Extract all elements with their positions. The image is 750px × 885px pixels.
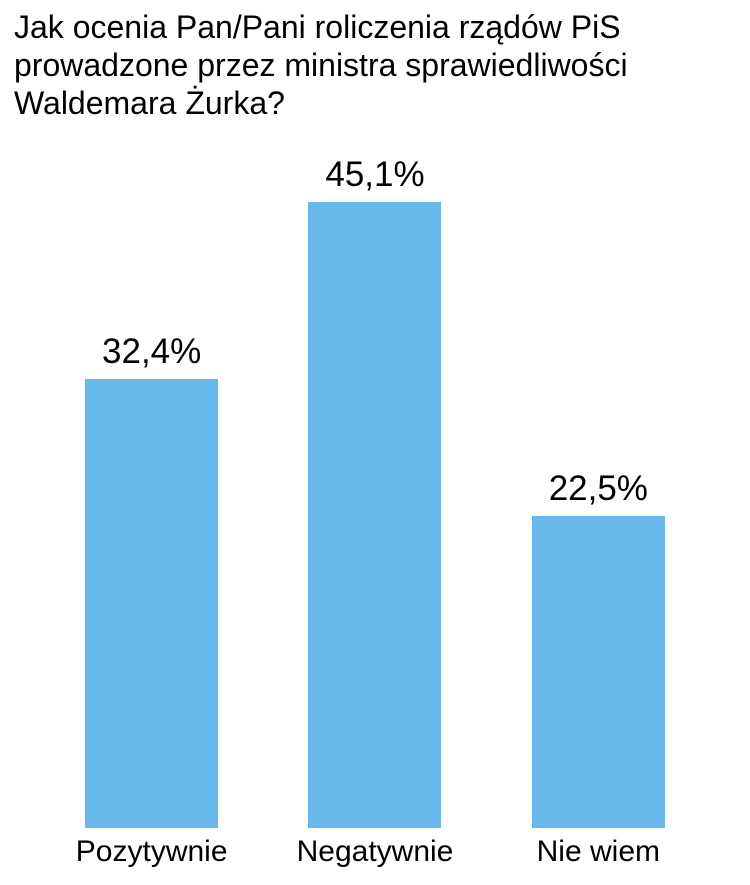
bar-group-nie-wiem: 22,5% bbox=[487, 469, 710, 828]
category-labels-row: Pozytywnie Negatywnie Nie wiem bbox=[40, 834, 710, 870]
category-label-negatywnie: Negatywnie bbox=[296, 835, 454, 868]
bar-negatywnie bbox=[308, 202, 442, 828]
value-label-negatywnie: 45,1% bbox=[325, 155, 425, 194]
bars-row: 32,4% 45,1% 22,5% bbox=[40, 155, 710, 828]
bar-pozytywnie bbox=[85, 379, 219, 828]
chart-title: Jak ocenia Pan/Pani roliczenia rządów Pi… bbox=[14, 9, 628, 121]
category-label-nie-wiem: Nie wiem bbox=[536, 835, 660, 868]
bar-group-pozytywnie: 32,4% bbox=[40, 332, 263, 828]
value-label-pozytywnie: 32,4% bbox=[102, 332, 202, 371]
value-label-nie-wiem: 22,5% bbox=[548, 469, 648, 508]
category-label-pozytywnie: Pozytywnie bbox=[75, 835, 228, 868]
bar-nie-wiem bbox=[531, 516, 665, 828]
bar-group-negatywnie: 45,1% bbox=[263, 155, 486, 828]
